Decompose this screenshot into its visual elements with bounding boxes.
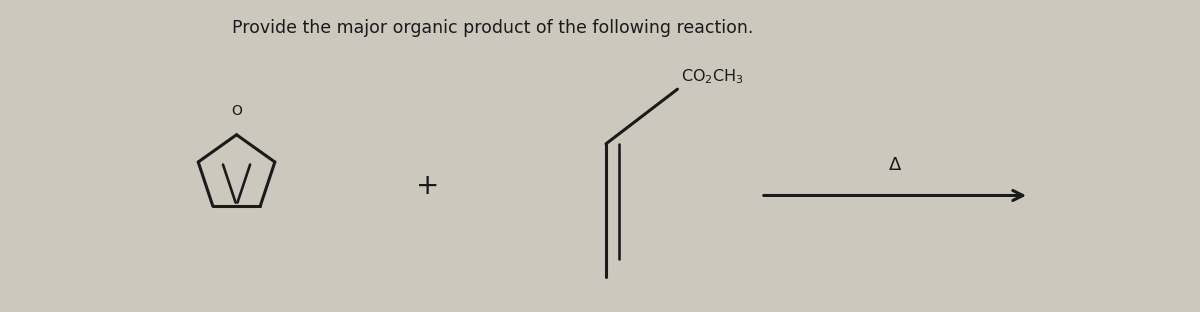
Text: Δ: Δ [889,156,901,174]
Text: CO$_2$CH$_3$: CO$_2$CH$_3$ [682,67,744,86]
Text: O: O [232,104,242,118]
Text: Provide the major organic product of the following reaction.: Provide the major organic product of the… [232,19,754,37]
Text: +: + [415,172,439,200]
